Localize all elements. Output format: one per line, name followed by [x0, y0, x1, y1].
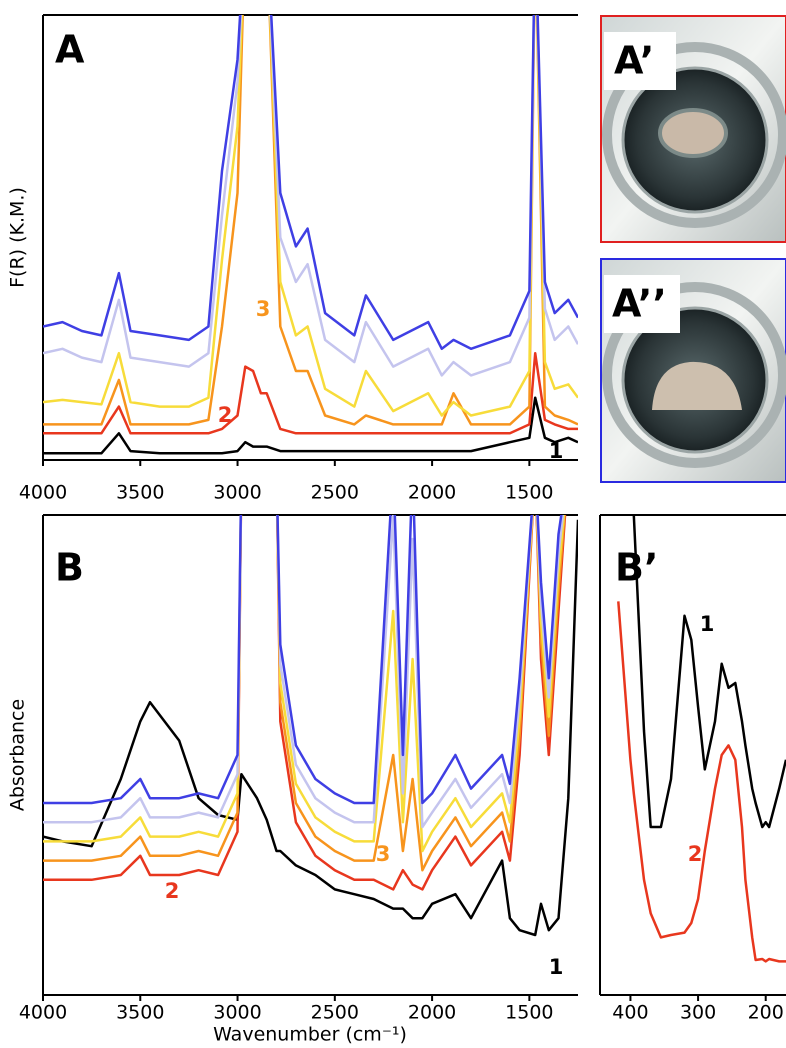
x-tick-label: 2500 — [311, 1002, 359, 1024]
x-tick-label: 4000 — [19, 482, 67, 504]
photo-label: A’’ — [612, 282, 667, 326]
x-tick-label: 3500 — [116, 482, 164, 504]
x-tick-label: 200 — [748, 1002, 784, 1024]
spectrum-line — [43, 515, 563, 805]
annotation: 2 — [688, 842, 703, 866]
spectrum-line — [43, 15, 578, 426]
x-tick-label: 3500 — [116, 1002, 164, 1024]
spectrum-line — [43, 351, 578, 435]
x-tick-label: 1500 — [505, 482, 553, 504]
annotation: 1 — [549, 439, 564, 463]
spectrum-line — [43, 396, 578, 455]
x-tick-label: 400 — [612, 1002, 648, 1024]
annotation: 2 — [218, 403, 233, 427]
x-tick-label: 2500 — [311, 482, 359, 504]
x-tick-label: 3000 — [213, 482, 261, 504]
x-tick-label: 3000 — [213, 1002, 261, 1024]
spectrum-line — [617, 601, 786, 963]
x-tick-label: 4000 — [19, 1002, 67, 1024]
panel-label: B’ — [615, 546, 658, 590]
x-tick-label: 300 — [680, 1002, 716, 1024]
photo-label: A’ — [614, 39, 654, 83]
annotation: 3 — [256, 297, 271, 321]
panel-label: A — [55, 28, 85, 72]
annotation: 3 — [376, 842, 391, 866]
photo-a-prime: A’ — [600, 15, 786, 243]
spectrum-line — [43, 515, 566, 853]
x-axis-title: Wavenumber (cm⁻¹) — [213, 1024, 407, 1046]
spectrum-line — [43, 15, 578, 377]
annotation: 1 — [549, 955, 564, 979]
annotation: 1 — [700, 612, 715, 636]
spectrum-line — [43, 519, 578, 937]
panel-label: B — [55, 546, 84, 590]
x-tick-label: 2000 — [408, 1002, 456, 1024]
y-axis-title: Absorbance — [7, 699, 29, 811]
y-axis-title: F(R) (K.M.) — [7, 187, 29, 288]
photo-a-double-prime: A’’ — [600, 258, 786, 483]
x-tick-label: 1500 — [505, 1002, 553, 1024]
spectrum-line — [43, 15, 578, 417]
spectrum-line — [632, 515, 786, 829]
x-tick-label: 2000 — [408, 482, 456, 504]
spectrum-line — [43, 15, 578, 351]
annotation: 2 — [165, 879, 180, 903]
